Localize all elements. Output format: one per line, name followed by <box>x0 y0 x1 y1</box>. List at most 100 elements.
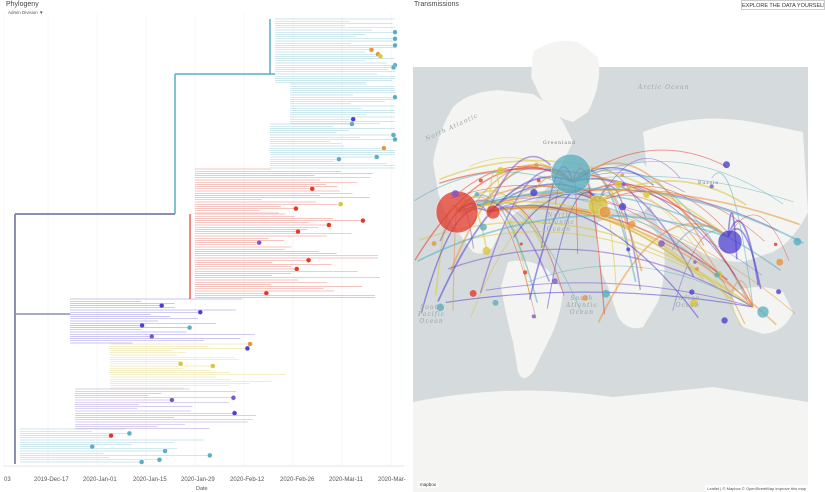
tree-tip[interactable] <box>309 186 315 192</box>
tree-tip[interactable] <box>159 303 165 309</box>
location-node[interactable] <box>482 247 491 255</box>
tree-tip[interactable] <box>390 64 397 70</box>
location-node[interactable] <box>536 178 541 183</box>
tree-tip[interactable] <box>336 156 342 162</box>
location-node[interactable] <box>436 303 445 312</box>
mapbox-logo[interactable]: mapbox <box>417 481 440 488</box>
location-node[interactable] <box>693 260 697 264</box>
tree-tip[interactable] <box>89 444 95 450</box>
tree-tip[interactable] <box>126 430 132 436</box>
location-node[interactable] <box>479 223 487 231</box>
tree-tip[interactable] <box>293 206 299 212</box>
tree-tip[interactable] <box>108 433 114 439</box>
tree-tip[interactable] <box>295 229 301 235</box>
transmission-arc <box>597 179 747 206</box>
location-node[interactable] <box>531 314 536 319</box>
location-node[interactable] <box>793 237 802 246</box>
phylogeny-tree[interactable]: 03 2019-Dec-17 2020-Jan-01 2020-Jan-15 2… <box>0 14 408 492</box>
tree-tip[interactable] <box>338 201 344 207</box>
tree-tip[interactable] <box>162 448 168 454</box>
location-node[interactable] <box>533 162 539 168</box>
location-node[interactable] <box>658 240 665 247</box>
tree-tip[interactable] <box>350 116 356 122</box>
location-node[interactable] <box>626 247 631 252</box>
tree-tip[interactable] <box>392 29 398 35</box>
location-node[interactable] <box>618 202 627 211</box>
location-node[interactable] <box>431 241 437 246</box>
location-node[interactable] <box>530 189 538 197</box>
explore-data-button[interactable]: EXPLORE THE DATA YOURSELF <box>741 0 825 10</box>
tree-tip[interactable] <box>247 341 253 347</box>
tree-tip[interactable] <box>178 361 184 367</box>
transmission-nodes[interactable] <box>431 153 802 324</box>
location-node[interactable] <box>435 190 479 234</box>
tree-tip[interactable] <box>210 363 216 369</box>
location-node[interactable] <box>485 204 501 220</box>
location-node[interactable] <box>474 192 480 197</box>
africa <box>596 217 665 329</box>
tree-tip[interactable] <box>207 452 213 458</box>
tree-tip[interactable] <box>149 333 155 339</box>
tree-tip[interactable] <box>368 47 375 53</box>
location-node[interactable] <box>523 270 528 275</box>
tree-tip[interactable] <box>381 145 387 151</box>
tree-tip[interactable] <box>256 240 262 246</box>
location-node[interactable] <box>714 272 720 278</box>
tree-tip[interactable] <box>377 53 384 59</box>
tree-tip[interactable] <box>306 257 312 263</box>
color-by-dropdown[interactable]: Admin Division ▼ <box>8 10 44 15</box>
tree-tip[interactable] <box>360 218 366 224</box>
tree-tip[interactable] <box>169 397 175 403</box>
location-node[interactable] <box>469 290 477 297</box>
tree-tip[interactable] <box>294 266 300 272</box>
tree-tip[interactable] <box>232 410 238 416</box>
location-node[interactable] <box>694 266 700 272</box>
transmission-map[interactable]: Arctic Ocean North Atlantic North Atlant… <box>413 12 808 492</box>
location-node[interactable] <box>550 153 592 195</box>
tree-tip[interactable] <box>374 154 380 160</box>
tree-tip[interactable] <box>392 94 398 100</box>
tree-tip[interactable] <box>187 325 193 331</box>
tree-tip[interactable] <box>244 345 250 351</box>
location-node[interactable] <box>717 229 743 255</box>
tree-tips[interactable] <box>89 29 398 465</box>
south-pacific-label: South Pacific Ocean <box>418 304 446 325</box>
location-node[interactable] <box>689 289 695 295</box>
tree-tip[interactable] <box>139 459 145 465</box>
location-node[interactable] <box>628 220 636 228</box>
location-node[interactable] <box>690 299 698 307</box>
location-node[interactable] <box>602 289 610 298</box>
tree-tip[interactable] <box>263 290 269 296</box>
location-node[interactable] <box>723 161 730 169</box>
tree-tip[interactable] <box>392 42 398 48</box>
tree-tip[interactable] <box>197 309 203 315</box>
location-node[interactable] <box>582 295 588 301</box>
location-node[interactable] <box>552 278 558 285</box>
location-node[interactable] <box>620 173 625 177</box>
tree-tip[interactable] <box>349 121 355 127</box>
tree-tip[interactable] <box>230 395 236 401</box>
map-canvas[interactable] <box>413 12 808 492</box>
tree-tip[interactable] <box>139 322 145 328</box>
location-node[interactable] <box>598 205 612 219</box>
map-attribution[interactable]: Leaflet | © Mapbox © OpenStreetMap Impro… <box>705 485 808 492</box>
location-node[interactable] <box>451 190 459 198</box>
location-node[interactable] <box>773 242 778 247</box>
tree-tip[interactable] <box>326 222 332 228</box>
location-node[interactable] <box>519 242 523 246</box>
tree-tip[interactable] <box>392 36 398 42</box>
location-node[interactable] <box>756 305 770 319</box>
location-node[interactable] <box>776 258 784 266</box>
location-node[interactable] <box>643 191 650 198</box>
location-node[interactable] <box>496 167 505 175</box>
location-node[interactable] <box>478 178 483 183</box>
tree-tip[interactable] <box>156 457 162 463</box>
location-node[interactable] <box>776 289 782 295</box>
location-node[interactable] <box>614 180 622 189</box>
location-node[interactable] <box>709 184 714 189</box>
tree-tip[interactable] <box>392 136 398 142</box>
location-node[interactable] <box>621 182 626 187</box>
location-node[interactable] <box>492 299 499 306</box>
location-node[interactable] <box>721 317 728 324</box>
tree-tip[interactable] <box>390 132 397 138</box>
